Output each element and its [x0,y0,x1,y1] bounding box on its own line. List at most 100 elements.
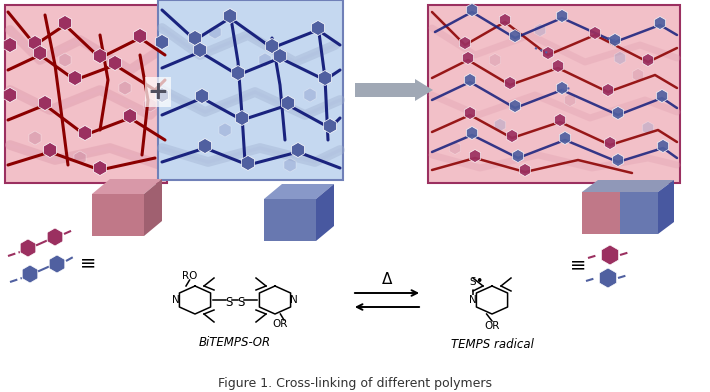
Polygon shape [312,20,324,36]
Polygon shape [494,118,506,131]
Polygon shape [59,53,71,67]
Polygon shape [236,111,248,125]
Polygon shape [599,268,617,288]
Polygon shape [224,9,236,24]
Polygon shape [304,88,316,102]
Polygon shape [449,142,461,154]
Polygon shape [555,114,566,127]
Polygon shape [74,151,86,165]
Text: N: N [469,295,477,305]
Polygon shape [602,83,613,96]
Polygon shape [4,38,16,53]
Polygon shape [281,96,295,111]
Text: TEMPS radical: TEMPS radical [451,338,533,350]
Text: OR: OR [273,319,288,329]
Text: BiTEMPS-OR: BiTEMPS-OR [199,336,271,348]
Text: ≡: ≡ [570,256,586,274]
Polygon shape [109,56,121,71]
Polygon shape [589,27,601,40]
Polygon shape [582,192,620,234]
Polygon shape [4,87,16,102]
Polygon shape [259,53,271,67]
Polygon shape [466,4,478,16]
Polygon shape [231,65,244,80]
Polygon shape [38,96,52,111]
Polygon shape [155,87,168,102]
Polygon shape [655,16,666,29]
Polygon shape [319,71,332,85]
Polygon shape [324,118,337,134]
Polygon shape [119,81,131,95]
Text: RO: RO [182,271,197,281]
FancyBboxPatch shape [5,5,167,183]
Polygon shape [22,265,38,283]
Text: N: N [290,295,298,305]
Polygon shape [219,123,231,137]
Polygon shape [564,94,576,107]
Polygon shape [557,9,567,22]
Polygon shape [209,25,221,39]
Polygon shape [316,184,334,241]
Polygon shape [155,34,168,49]
Polygon shape [266,38,278,53]
Polygon shape [604,136,616,149]
FancyBboxPatch shape [428,5,680,183]
Polygon shape [509,29,520,42]
Polygon shape [657,140,669,152]
Polygon shape [464,74,476,87]
Text: S: S [237,296,245,309]
Polygon shape [28,36,41,51]
Polygon shape [58,16,72,31]
Text: N: N [172,295,180,305]
Text: S: S [225,296,233,309]
Polygon shape [643,53,654,67]
Polygon shape [133,29,146,44]
Text: •: • [475,276,483,289]
Text: Figure 1. Cross-linking of different polymers: Figure 1. Cross-linking of different pol… [218,376,492,390]
Text: ≡: ≡ [80,254,96,272]
Polygon shape [144,179,162,236]
Polygon shape [273,49,287,64]
Polygon shape [264,199,316,241]
Polygon shape [264,184,334,199]
Polygon shape [124,109,136,123]
Polygon shape [194,42,207,58]
Polygon shape [49,255,65,273]
Polygon shape [614,51,626,65]
Polygon shape [506,129,518,143]
Polygon shape [144,98,156,112]
Polygon shape [499,13,510,27]
Text: +: + [148,80,168,104]
Polygon shape [520,163,530,176]
Polygon shape [582,180,674,192]
Polygon shape [20,239,36,257]
Text: OR: OR [484,321,500,331]
Polygon shape [284,158,296,172]
Polygon shape [489,53,501,67]
FancyBboxPatch shape [158,0,343,180]
Polygon shape [542,47,554,60]
Polygon shape [609,33,621,47]
Polygon shape [33,45,46,60]
Polygon shape [92,179,162,194]
Polygon shape [188,31,202,45]
Polygon shape [92,194,144,236]
Polygon shape [656,89,667,102]
Polygon shape [612,107,623,120]
Polygon shape [68,71,82,85]
Polygon shape [643,122,654,134]
Polygon shape [469,149,481,163]
Polygon shape [513,149,524,163]
Polygon shape [199,138,212,154]
Polygon shape [459,36,471,49]
Polygon shape [633,69,644,82]
Polygon shape [43,143,57,158]
Polygon shape [612,154,623,167]
Polygon shape [241,156,254,171]
Polygon shape [94,49,106,64]
Polygon shape [462,51,474,65]
Polygon shape [94,160,106,176]
Polygon shape [658,180,674,234]
Polygon shape [195,89,209,103]
Polygon shape [292,143,305,158]
